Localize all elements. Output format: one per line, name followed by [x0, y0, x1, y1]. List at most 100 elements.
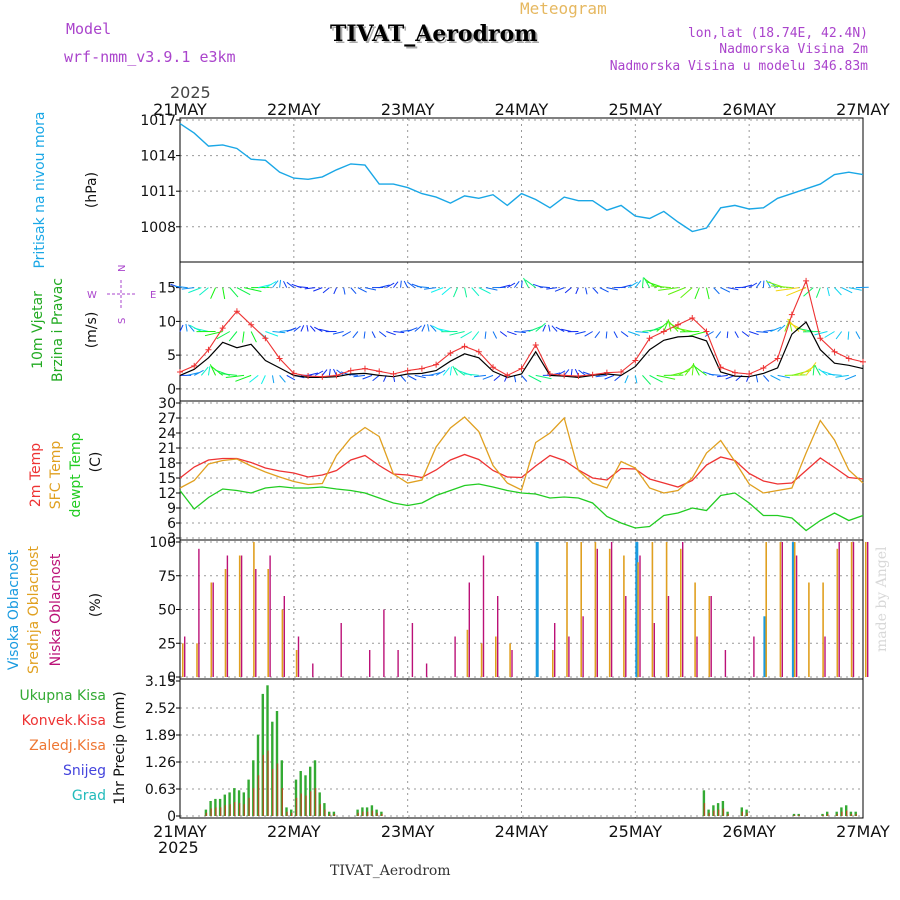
wind-arrow [321, 369, 328, 376]
wind-arrow [755, 280, 762, 288]
wind-arrow [546, 287, 558, 290]
cloud-bar-1 [637, 562, 639, 678]
wind-arrow [798, 364, 817, 376]
cloud-bar-2 [582, 616, 584, 678]
wind-arrow [436, 328, 451, 332]
lonlat-label: lon,lat (18.74E, 42.4N) [688, 26, 868, 41]
cloud-bar-1 [836, 548, 839, 678]
wind-arrow [482, 374, 494, 380]
precip-conv-bar [253, 788, 255, 816]
cloud-bar-2 [312, 663, 314, 677]
precip-conv-bar [281, 788, 283, 816]
precip-conv-bar [238, 803, 241, 816]
cloud-bar-1 [822, 582, 824, 677]
wind-arrow [708, 373, 721, 376]
wind-arrow [343, 287, 346, 295]
compass-w: W [87, 290, 97, 301]
wind-arrow [847, 331, 850, 340]
precip-conv-bar [846, 810, 848, 816]
wind-arrow [460, 331, 472, 339]
cloud-bar-2 [824, 636, 826, 677]
cloud-bar-2 [838, 542, 840, 677]
precip-total-bar [849, 811, 853, 816]
precip-conv-bar [205, 812, 208, 816]
cloud-bar-2 [682, 542, 684, 677]
wind-arrow [542, 324, 547, 332]
wind-arrow [449, 331, 465, 336]
wind-arrow [704, 331, 714, 337]
wind-arrow [680, 287, 693, 299]
precip-conv-bar [257, 775, 260, 816]
wind-arrow [513, 375, 517, 383]
precip-conv-bar [272, 768, 274, 816]
wind-arrow [279, 375, 286, 383]
wind-arrow [595, 374, 607, 378]
precip-conv-bar [267, 750, 269, 816]
precip-conv-bar [703, 803, 706, 816]
wind-arrow [249, 374, 259, 383]
wind-arrow [684, 363, 695, 376]
cloud-bar-1 [182, 643, 184, 678]
wind-arrow [200, 366, 209, 376]
gust-marker [603, 369, 610, 376]
x-tick-label-bottom: 24MAY [495, 822, 549, 841]
cloud-bar-2 [468, 582, 470, 677]
panel-pressure: 1017 1014 1011 1008 Pritisak na nivou mora (h… [32, 111, 864, 269]
gust-marker [361, 365, 368, 372]
cloud-bar-2 [297, 636, 300, 677]
cloud-unit: (%) [88, 593, 104, 617]
cloud-ylabel: Niska Oblacnost [48, 553, 64, 666]
wind-arrow [784, 319, 791, 332]
cloud-bar-2 [696, 636, 698, 677]
y-tick-label: 15 [158, 471, 176, 487]
wind-arrow [835, 374, 849, 378]
wind-arrow [634, 375, 638, 384]
precip-conv-bar [717, 809, 720, 816]
wind-arrow [421, 324, 426, 332]
cloud-bar-2 [625, 596, 627, 677]
precip-conv-bar [248, 797, 250, 816]
wind-arrow [322, 287, 330, 294]
wind-arrow [219, 373, 237, 376]
meteogram-label: Meteogram [520, 0, 607, 18]
wind-arrow [464, 287, 468, 298]
wind-arrow [243, 287, 262, 292]
x-tick-label-top: 23MAY [381, 100, 435, 119]
cloud-bar-2 [639, 555, 641, 677]
cloud-bar-1 [623, 555, 625, 677]
wind-arrow [770, 374, 781, 381]
precip-conv-bar [836, 813, 838, 816]
wind-arrow [493, 374, 501, 381]
wind-arrow [693, 364, 700, 376]
wind-arrow [430, 287, 444, 293]
wind-arrow [414, 325, 422, 332]
precip-legend-item: Konvek.Kisa [22, 713, 106, 729]
wind-arrow [332, 331, 344, 335]
cloud-bar-2 [269, 555, 271, 677]
wind-arrow [521, 375, 528, 382]
gust-marker [532, 342, 539, 348]
wind-arrow [715, 331, 722, 339]
wind-arrow [538, 286, 551, 289]
wind-arrow [350, 287, 357, 295]
precip-conv-bar [827, 813, 829, 816]
precip-conv-bar [850, 813, 853, 816]
precip-legend-item: Zaledj.Kisa [29, 738, 106, 754]
cloud-bar-1 [552, 650, 554, 677]
wind-arrow [188, 324, 195, 332]
wind-arrow [599, 287, 609, 293]
precip-total-bar [271, 721, 274, 816]
precip-conv-bar [722, 808, 725, 816]
wind-arrow [300, 325, 305, 332]
gust-marker [589, 371, 596, 378]
gust-marker [205, 346, 212, 353]
precip-conv-bar [215, 807, 217, 816]
wind-arrow [749, 331, 759, 336]
wind-arrow [393, 281, 399, 288]
cloud-bar-1 [665, 542, 668, 677]
gust-marker [475, 348, 482, 355]
cloud-bar-1 [253, 542, 255, 677]
cloud-bar-1 [651, 542, 654, 677]
precip-conv-bar [276, 763, 279, 816]
wind-arrow [564, 287, 572, 294]
